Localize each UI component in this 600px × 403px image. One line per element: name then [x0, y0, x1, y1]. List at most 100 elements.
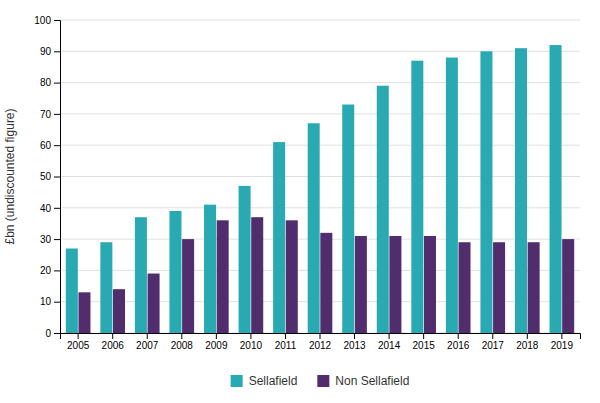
tick-mark	[389, 333, 390, 339]
bar	[100, 242, 112, 333]
legend-swatch	[231, 375, 243, 387]
bar	[286, 220, 298, 333]
bar	[424, 236, 436, 333]
bar	[148, 274, 160, 333]
grid-line	[60, 113, 580, 114]
tick-label: 0	[45, 328, 51, 339]
tick: 2009	[205, 333, 228, 351]
tick-mark	[285, 333, 286, 339]
tick: 0	[45, 328, 60, 339]
tick-mark	[354, 333, 355, 339]
tick: 40	[40, 203, 60, 214]
tick-mark	[54, 177, 60, 178]
tick-label: 50	[40, 171, 52, 182]
bar	[239, 186, 251, 333]
tick-label: 70	[40, 109, 52, 120]
legend: Sellafield Non Sellafield	[231, 374, 410, 388]
tick: 2019	[551, 333, 574, 351]
tick: 70	[40, 109, 60, 120]
tick-label: 2005	[67, 340, 90, 351]
tick: 2017	[482, 333, 505, 351]
bar	[113, 289, 125, 333]
tick: 100	[34, 15, 60, 26]
chart: 2005200620072008200920102011201220132014…	[0, 0, 600, 403]
tick-mark	[54, 239, 60, 240]
bar	[217, 220, 229, 333]
bar	[446, 58, 458, 333]
tick-label: 10	[40, 296, 52, 307]
axis-line	[54, 21, 61, 334]
bar	[182, 239, 194, 333]
bar	[377, 86, 389, 333]
bar	[515, 48, 527, 333]
tick-mark	[181, 333, 182, 339]
bar	[550, 45, 562, 333]
tick-mark	[54, 302, 60, 303]
series	[78, 217, 574, 333]
tick: 2012	[309, 333, 332, 351]
tick-mark	[216, 333, 217, 339]
bar	[320, 233, 332, 333]
tick: 2008	[171, 333, 194, 351]
bar	[355, 236, 367, 333]
tick-mark	[54, 270, 60, 271]
tick-mark	[78, 333, 79, 339]
tick: 60	[40, 140, 60, 151]
tick-label: 2013	[343, 340, 366, 351]
tick-mark	[458, 333, 459, 339]
tick: 2007	[136, 333, 159, 351]
tick-mark	[492, 333, 493, 339]
tick: 10	[40, 296, 60, 307]
bar	[308, 123, 320, 333]
grid	[60, 20, 580, 333]
tick-label: 2007	[136, 340, 159, 351]
tick-mark	[54, 145, 60, 146]
tick-label: 80	[40, 77, 52, 88]
tick-mark	[54, 83, 60, 84]
y-axis: 0102030405060708090100	[34, 15, 60, 339]
tick: 30	[40, 234, 60, 245]
bar	[480, 51, 492, 333]
tick-mark	[112, 333, 113, 339]
bar	[273, 142, 285, 333]
tick-label: 2012	[309, 340, 332, 351]
tick: 20	[40, 265, 60, 276]
tick-mark	[320, 333, 321, 339]
bar	[342, 105, 354, 333]
tick: 2018	[516, 333, 539, 351]
tick-mark	[250, 333, 251, 339]
tick: 2014	[378, 333, 401, 351]
tick-label: 30	[40, 234, 52, 245]
bar	[251, 217, 263, 333]
y-axis-label: £bn (undiscounted figure)	[3, 108, 17, 244]
bars	[66, 45, 574, 333]
legend-label: Non Sellafield	[335, 374, 409, 388]
tick: 2013	[343, 333, 366, 351]
bar	[204, 205, 216, 333]
x-axis: 2005 2006 2007 2008 2009 2010 2011 2012 2013 2014…	[61, 333, 581, 351]
tick-label: 2008	[171, 340, 194, 351]
tick-mark	[423, 333, 424, 339]
bar	[78, 292, 90, 333]
legend-item: Sellafield	[231, 374, 298, 388]
grid-line	[60, 176, 580, 177]
tick: 2006	[102, 333, 125, 351]
tick: 2016	[447, 333, 470, 351]
tick: 2011	[275, 333, 297, 351]
grid-line	[60, 82, 580, 83]
tick-mark	[54, 20, 60, 21]
tick-label: 2011	[275, 340, 297, 351]
tick-label: 2017	[482, 340, 505, 351]
tick-mark	[54, 208, 60, 209]
plot: 2005200620072008200920102011201220132014…	[3, 15, 581, 351]
grid-line	[60, 207, 580, 208]
bar	[389, 236, 401, 333]
tick-mark	[54, 51, 60, 52]
tick: 2015	[413, 333, 436, 351]
tick-label: 2014	[378, 340, 401, 351]
tick: 80	[40, 77, 60, 88]
tick-label: 2015	[413, 340, 436, 351]
tick-label: 2010	[240, 340, 263, 351]
bar	[493, 242, 505, 333]
tick: 50	[40, 171, 60, 182]
